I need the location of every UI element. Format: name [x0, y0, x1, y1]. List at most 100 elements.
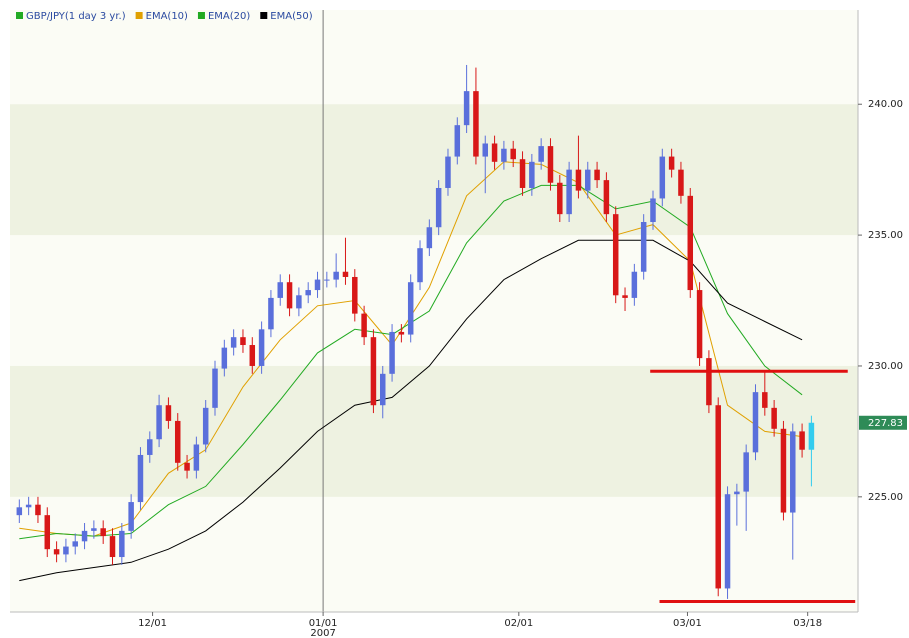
candle-body	[286, 282, 293, 309]
candle-body	[81, 530, 88, 542]
candle-body	[119, 530, 125, 558]
candle-body	[529, 161, 535, 188]
candle-body	[370, 337, 377, 406]
candle-body	[501, 148, 507, 162]
candle-body	[100, 528, 106, 537]
candle-body	[314, 279, 321, 291]
candle-body	[473, 91, 479, 157]
candle-body	[25, 504, 32, 508]
last-price-box	[859, 415, 907, 430]
candle-body	[16, 507, 23, 516]
y-tick-label: 240.00	[868, 99, 903, 110]
candle-body	[612, 214, 619, 296]
candle-body	[687, 195, 694, 291]
candle-body	[44, 515, 51, 550]
candle-body	[678, 169, 684, 196]
candle-body	[342, 271, 349, 277]
candle-body	[463, 91, 470, 126]
candle-body	[230, 337, 237, 348]
candle-body	[594, 169, 600, 181]
candle-body	[659, 156, 666, 199]
year-label: 2007	[310, 628, 335, 638]
y-tick-label: 235.00	[868, 230, 903, 241]
marks	[16, 64, 856, 604]
x-tick-label: 03/01	[673, 618, 702, 629]
candle-body	[585, 169, 591, 191]
candle-body	[379, 373, 386, 406]
legend-label: EMA(20)	[208, 11, 250, 22]
candle-body	[762, 392, 768, 408]
candle-body	[333, 271, 339, 280]
candle-body	[361, 313, 367, 338]
candle-body	[640, 222, 647, 272]
candle-body	[128, 502, 134, 531]
candle-body	[780, 428, 787, 513]
band	[10, 104, 858, 236]
candle-body	[668, 156, 675, 170]
candle-body	[435, 187, 442, 228]
candle-body	[631, 271, 638, 298]
candle-body	[426, 227, 433, 249]
legend-label: EMA(50)	[270, 11, 312, 22]
candle-body	[63, 546, 69, 555]
candle-body	[734, 491, 740, 495]
candle-body	[249, 345, 256, 366]
candle-body	[575, 169, 582, 191]
candle-body	[724, 494, 731, 589]
candle-body	[790, 431, 796, 513]
legend-label: EMA(10)	[146, 11, 188, 22]
candle-body	[35, 504, 41, 516]
candle-body	[808, 422, 815, 450]
candle-body	[193, 444, 200, 471]
x-tick-label: 01/01	[309, 618, 338, 629]
axes: 225.00 230.00 235.00 240.00 12/01 01/01 02/01 0…	[138, 99, 907, 638]
candle-body	[212, 368, 218, 408]
candle-body	[799, 431, 805, 450]
candle-body	[221, 347, 228, 369]
candle-body	[407, 282, 414, 335]
plot-area	[10, 10, 858, 612]
candle-body	[491, 143, 498, 162]
axis-area	[858, 10, 909, 612]
candle-body	[268, 297, 274, 330]
candle-body	[277, 282, 283, 298]
candle-body	[566, 169, 572, 215]
candle-body	[352, 276, 358, 314]
candle-body	[454, 125, 461, 157]
candle-body	[53, 549, 60, 555]
candle-body	[557, 182, 563, 215]
candle-body	[296, 295, 302, 309]
candle-body	[305, 290, 311, 296]
candle-body	[445, 156, 451, 188]
candle-body	[240, 337, 246, 346]
last-price-label: 227.83	[868, 418, 903, 429]
candle-body	[417, 248, 423, 283]
candle-body	[706, 358, 712, 406]
candle-body	[174, 420, 181, 463]
candle-body	[715, 405, 721, 589]
legend-swatch	[197, 12, 205, 19]
y-tick-label: 230.00	[868, 361, 903, 372]
legend: GBP/JPY(1 day 3 yr.) EMA(10) EMA(20) EMA(50…	[16, 11, 313, 22]
legend-swatch	[135, 12, 143, 19]
candle-body	[771, 407, 777, 429]
candle-body	[510, 148, 516, 160]
candle-body	[743, 452, 749, 492]
x-tick-label: 02/01	[504, 618, 533, 629]
candle-body	[752, 392, 759, 453]
candle-body	[398, 331, 405, 335]
candle-body	[109, 536, 116, 558]
x-tick-label: 12/01	[138, 618, 167, 629]
candle-body	[603, 180, 610, 215]
candle-body	[696, 290, 703, 359]
candle-body	[519, 159, 526, 188]
candle-body	[258, 329, 265, 366]
ema-line	[19, 239, 803, 582]
candle-body	[91, 528, 97, 531]
candle-body	[165, 405, 172, 421]
candle-body	[547, 146, 554, 183]
legend-swatch	[16, 12, 23, 19]
legend-label: GBP/JPY(1 day 3 yr.)	[26, 11, 126, 22]
candle-body	[324, 279, 330, 281]
